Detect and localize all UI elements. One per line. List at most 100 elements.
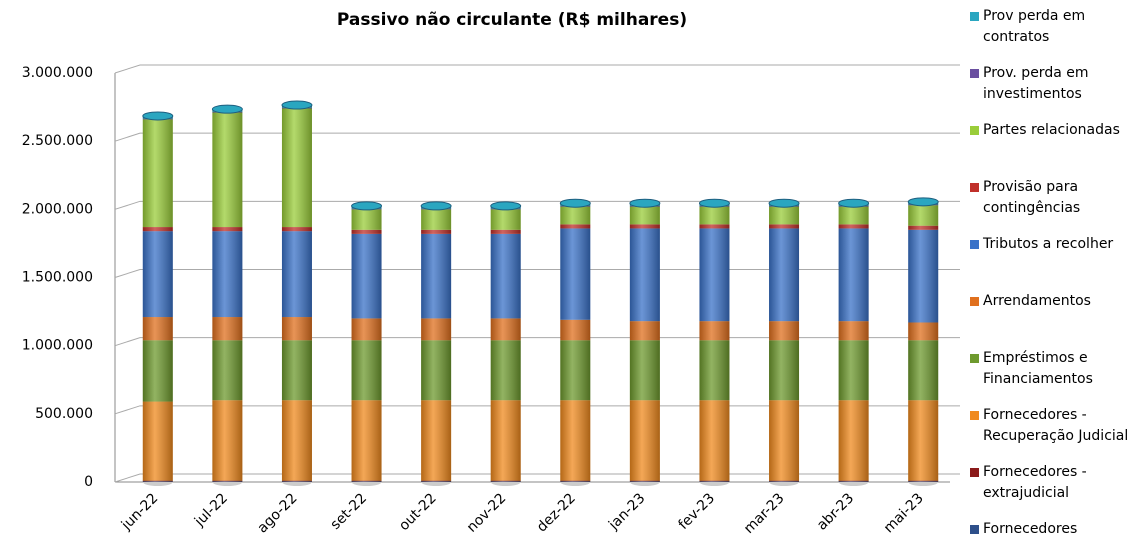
bar-shade [769, 206, 800, 225]
bar-shade [351, 480, 382, 482]
bar-shade [351, 318, 382, 341]
bar-shade [769, 400, 800, 481]
bar-shade [838, 228, 869, 322]
bar-shade [212, 340, 243, 401]
x-tick-label: nov-22 [464, 490, 509, 535]
bar-shade [142, 480, 173, 482]
legend-swatch [970, 240, 979, 249]
legend-item: Prov. perda em investimentos [970, 63, 1130, 105]
grid-line [114, 473, 960, 483]
legend-label: Fornecedores - extrajudicial [983, 464, 1087, 501]
bar-top [420, 201, 452, 211]
bar-shade [212, 481, 243, 482]
bar-shade [838, 321, 869, 341]
bar-shade [560, 400, 591, 481]
bar-shade [629, 224, 660, 229]
bar-shade [490, 481, 521, 482]
bar-shade [281, 481, 312, 482]
bar-top [838, 198, 870, 208]
x-tick-label: jul-22 [191, 490, 231, 530]
bar-shade [490, 318, 521, 341]
legend-item: Tributos a recolher [970, 234, 1130, 255]
legend-item: Fornecedores [970, 519, 1130, 540]
bar-shade [281, 340, 312, 401]
bar-shade [560, 340, 591, 401]
legend-item: Provisão para contingências [970, 177, 1130, 219]
legend-label: Partes relacionadas [983, 122, 1120, 138]
bar-shade [142, 317, 173, 341]
bar-shade [838, 481, 869, 482]
y-tick-label: 2.500.000 [22, 133, 93, 149]
bar-shade [212, 227, 243, 232]
bar-shade [699, 480, 730, 482]
legend-swatch [970, 126, 979, 135]
bar-shade [908, 400, 939, 481]
legend-swatch [970, 297, 979, 306]
grid-line [114, 64, 960, 74]
bar-shade [490, 233, 521, 319]
legend-label: Empréstimos e Financiamentos [983, 350, 1093, 387]
bar-shade [421, 233, 452, 319]
bar-shade [421, 481, 452, 482]
x-tick-label: out-22 [396, 490, 440, 534]
bar-top [490, 201, 522, 211]
bar-shade [699, 340, 730, 401]
legend-item: Prov perda em contratos [970, 6, 1130, 48]
bar-shade [838, 206, 869, 225]
bar-shade [838, 224, 869, 229]
bar-shade [281, 231, 312, 318]
y-tick-label: 1.500.000 [22, 270, 93, 286]
bar-shade [629, 400, 660, 481]
bar-shade [281, 108, 312, 228]
x-tick-label: abr-23 [814, 490, 857, 533]
bar-shade [699, 481, 730, 482]
bar-shade [908, 322, 939, 341]
bar-shade [699, 228, 730, 322]
legend-item: Empréstimos e Financiamentos [970, 348, 1130, 390]
bar-shade [421, 480, 452, 482]
bar-shade [908, 229, 939, 323]
y-tick-label: 0 [84, 474, 93, 490]
bar-shade [212, 400, 243, 481]
y-tick-label: 3.000.000 [22, 65, 93, 81]
bar-shade [212, 480, 243, 482]
bar-shade [351, 229, 382, 234]
bar-shade [838, 340, 869, 401]
x-tick-label: fev-23 [675, 490, 718, 533]
bar-shade [142, 227, 173, 232]
bar-shade [421, 318, 452, 341]
bar-shade [629, 321, 660, 341]
bar-shade [142, 401, 173, 481]
bar-shade [351, 233, 382, 319]
bar-shade [908, 225, 939, 230]
grid-line [114, 405, 960, 415]
bar-shade [560, 480, 591, 482]
legend-item: Arrendamentos [970, 291, 1130, 312]
bar-top [281, 100, 313, 110]
x-tick-label: mai-23 [881, 490, 927, 536]
bar-shade [421, 340, 452, 401]
bar-shade [699, 321, 730, 341]
bar-shade [769, 321, 800, 341]
bar-shade [421, 229, 452, 234]
bar-shade [629, 228, 660, 322]
bar-shade [490, 209, 521, 230]
legend-swatch [970, 12, 979, 21]
bar-shade [212, 317, 243, 341]
bar-shade [769, 340, 800, 401]
bar-shade [908, 480, 939, 482]
legend-swatch [970, 183, 979, 192]
bar-top [351, 201, 383, 211]
bar-shade [281, 227, 312, 232]
bar-shade [142, 231, 173, 318]
bar-shade [699, 224, 730, 229]
bar-shade [351, 209, 382, 230]
bar-shade [281, 400, 312, 481]
bar-shade [212, 112, 243, 228]
legend-label: Prov perda em contratos [983, 8, 1086, 45]
bar-shade [629, 480, 660, 482]
legend-label: Provisão para contingências [983, 179, 1081, 216]
bar-shade [838, 400, 869, 481]
x-tick-label: jan-23 [605, 490, 648, 533]
